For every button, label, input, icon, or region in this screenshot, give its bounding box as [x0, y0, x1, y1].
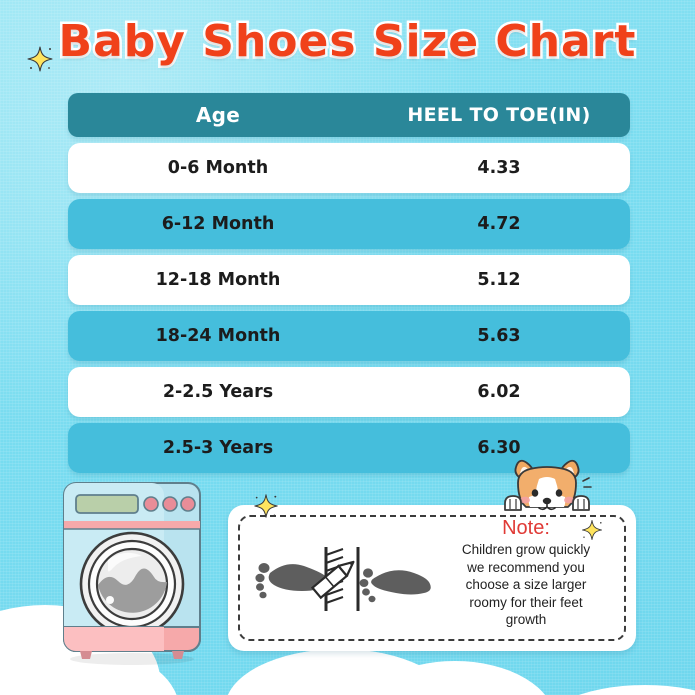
page-title: Baby Shoes Size Chart	[56, 14, 638, 70]
note-line-3: choose a size larger	[465, 577, 587, 592]
table-row[interactable]: 12-18 Month 5.12	[68, 255, 630, 305]
table-row[interactable]: 6-12 Month 4.72	[68, 199, 630, 249]
corgi-dog-icon	[499, 457, 595, 520]
note-line-1: Children grow quickly	[461, 542, 591, 557]
washing-machine-icon	[58, 477, 206, 672]
note-box: Note: Children grow quickly we recommend…	[228, 505, 636, 651]
cell-age: 12-18 Month	[155, 270, 281, 290]
cell-age: 2-2.5 Years	[162, 382, 274, 402]
cloud-shape	[530, 685, 695, 695]
cell-age: 0-6 Month	[167, 158, 269, 178]
column-header-heel-to-toe: HEEL TO TOE(IN)	[407, 104, 591, 126]
foot-measurement-icon	[248, 531, 433, 628]
table-row[interactable]: 18-24 Month 5.63	[68, 311, 630, 361]
table-header-row: Age HEEL TO TOE(IN)	[68, 93, 630, 137]
table-row[interactable]: 2-2.5 Years 6.02	[68, 367, 630, 417]
note-line-4: roomy for their feet	[469, 594, 583, 610]
dashed-border	[238, 515, 626, 641]
cell-heel-to-toe: 6.30	[477, 438, 521, 458]
table-row[interactable]: 0-6 Month 4.33	[68, 143, 630, 193]
note-text: Note: Children grow quickly we recommend…	[430, 517, 622, 629]
cell-heel-to-toe: 4.72	[477, 214, 521, 234]
column-header-age: Age	[195, 103, 241, 127]
cell-heel-to-toe: 5.12	[477, 270, 521, 290]
cell-heel-to-toe: 4.33	[477, 158, 521, 178]
cell-age: 2.5-3 Years	[162, 438, 274, 458]
note-line-5: growth	[505, 612, 547, 627]
note-line-2: we recommend you	[467, 559, 585, 575]
note-title: Note:	[502, 517, 550, 539]
cell-heel-to-toe: 6.02	[477, 382, 521, 402]
cell-heel-to-toe: 5.63	[477, 326, 521, 346]
table-row[interactable]: 2.5-3 Years 6.30	[68, 423, 630, 473]
size-chart-table: Age HEEL TO TOE(IN) 0-6 Month 4.33 6-12 …	[68, 93, 630, 479]
cell-age: 18-24 Month	[155, 326, 281, 346]
cell-age: 6-12 Month	[161, 214, 275, 234]
